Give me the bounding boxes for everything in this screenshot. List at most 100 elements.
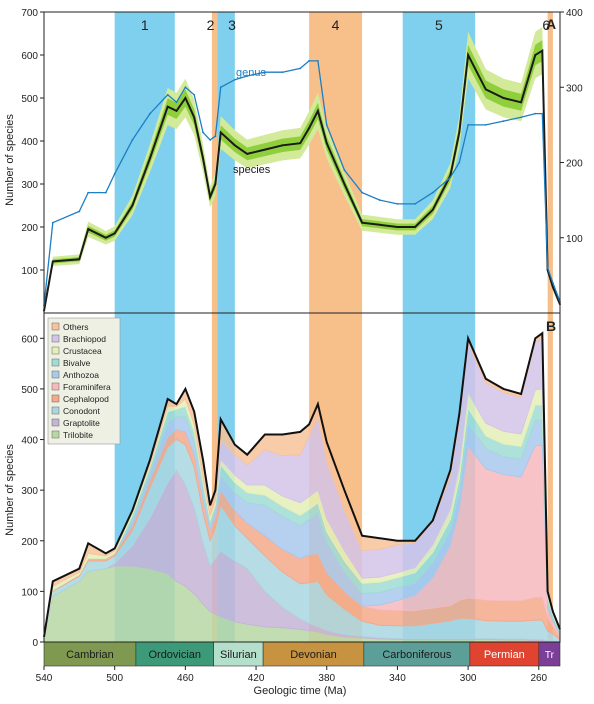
legend-swatch-graptolite [51, 418, 60, 427]
legend-label-brachiopod: Brachiopod [63, 334, 106, 344]
x-tick-label: 380 [318, 673, 335, 684]
panel-a-y2tick-label: 400 [566, 8, 583, 19]
data-point-genus [113, 172, 116, 175]
data-point-species [209, 196, 212, 198]
data-point-species [541, 49, 544, 52]
panel-a-ytick-label: 100 [21, 266, 38, 277]
legend-swatch-brachiopod [51, 334, 60, 343]
data-point-species [184, 97, 187, 99]
panel-a-line-chart [43, 27, 561, 312]
data-point-genus [131, 139, 134, 141]
legend-label-foraminifera: Foraminifera [63, 382, 111, 392]
geologic-timescale: Cambrian Ordovician Silurian Devonian Carbon… [43, 641, 561, 667]
data-point-species [325, 142, 328, 145]
event-band-label-1: 1 [141, 17, 149, 33]
panel-a-ytick-label: 400 [21, 137, 38, 148]
data-point-genus [308, 60, 310, 62]
data-point-genus [431, 191, 434, 194]
legend-swatch-others [51, 322, 60, 331]
event-band-2 [211, 12, 218, 642]
panel-a-ytick-label: 300 [21, 180, 38, 191]
period-carboniferous [363, 641, 471, 667]
data-point-genus [78, 210, 81, 213]
legend-swatch-foraminifera [51, 382, 60, 391]
event-band-label-4: 4 [332, 17, 340, 33]
event-band-label-6: 6 [542, 17, 550, 33]
data-point-species [299, 142, 302, 145]
panel-b-frame [43, 312, 561, 643]
data-point-genus [184, 86, 187, 89]
legend-swatch-anthozoa [51, 370, 60, 379]
data-point-species [149, 157, 151, 160]
data-point-species [484, 88, 487, 91]
panel-b-ytick-label: 500 [21, 385, 38, 396]
data-point-genus [396, 202, 399, 205]
panel-a-y2tick-label: 100 [566, 234, 583, 245]
data-point-species [113, 232, 116, 235]
data-point-genus [325, 123, 328, 126]
panel-b-ylabel: Number of species [4, 444, 16, 536]
data-point-genus [552, 282, 554, 284]
period-label-devonian: Devonian [290, 649, 336, 661]
data-point-species [219, 131, 222, 134]
panel-a-ytick-label: 200 [21, 223, 38, 234]
data-point-genus [281, 71, 284, 74]
data-point-genus [209, 139, 212, 141]
legend-swatch-bivalve [51, 358, 60, 367]
data-point-species [502, 97, 505, 99]
x-tick-label: 460 [177, 673, 194, 684]
data-point-species [246, 153, 249, 155]
period-label-silurian: Silurian [220, 649, 257, 661]
data-point-species [308, 127, 310, 129]
panel-b-ytick-label: 600 [21, 334, 38, 345]
data-point-genus [219, 86, 222, 89]
data-point-species [193, 116, 196, 119]
period-label-ordovician: Ordovician [148, 649, 201, 661]
panel-b-ytick-label: 0 [32, 638, 38, 649]
data-point-genus [414, 202, 416, 205]
data-point-genus [317, 60, 319, 62]
data-point-species [414, 226, 416, 228]
panel-a-ytick-label: 700 [21, 8, 38, 19]
data-point-species [233, 144, 236, 147]
data-point-species [51, 260, 54, 263]
data-point-species [281, 144, 284, 147]
data-point-species [202, 157, 204, 160]
data-point-genus [202, 131, 204, 134]
data-point-species [317, 110, 319, 112]
x-tick-label: 540 [36, 673, 53, 684]
panel-a-y2tick-label: 300 [566, 83, 583, 94]
legend-label-crustacea: Crustacea [63, 346, 102, 356]
data-point-genus [299, 67, 302, 70]
genus-annotation: genus [236, 67, 266, 79]
data-point-genus [458, 161, 461, 164]
data-point-species [166, 105, 169, 108]
period-label-permian: Permian [484, 649, 525, 661]
data-point-species [263, 148, 266, 151]
data-point-genus [104, 191, 107, 194]
data-point-species [87, 228, 90, 231]
panel-a-y2tick-label: 200 [566, 159, 583, 170]
data-point-genus [484, 123, 487, 126]
data-point-genus [233, 78, 236, 81]
data-point-genus [502, 120, 505, 123]
data-point-species [214, 183, 217, 185]
panel-b-ytick-label: 400 [21, 436, 38, 447]
data-point-genus [541, 112, 544, 115]
period-silurian [213, 641, 264, 667]
x-tick-label: 500 [106, 673, 123, 684]
data-point-genus [175, 101, 178, 104]
legend-label-graptolite: Graptolite [63, 418, 100, 428]
legend-label-cephalopod: Cephalopod [63, 394, 109, 404]
legend-label-conodont: Conodont [63, 406, 101, 416]
panel-a-ytick-label: 600 [21, 51, 38, 62]
legend: Others Brachiopod Crustacea Bivalve Anthozoa… [47, 317, 121, 445]
data-point-species [131, 204, 134, 207]
period-label-carboniferous: Carboniferous [382, 649, 452, 661]
data-point-genus [467, 123, 470, 126]
legend-label-others: Others [63, 322, 89, 332]
data-point-species [175, 110, 178, 112]
data-point-species [534, 54, 537, 56]
